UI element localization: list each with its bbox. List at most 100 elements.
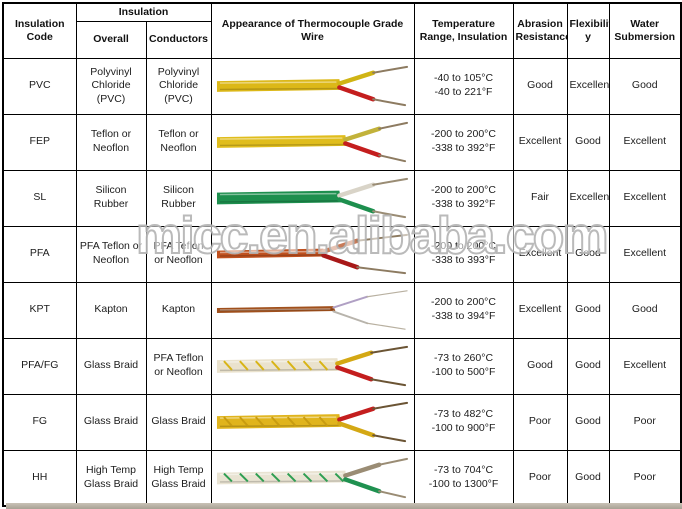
cell-abrasion: Poor xyxy=(512,393,568,451)
cell-wire-appearance xyxy=(210,113,415,171)
cell-wire-appearance xyxy=(210,225,415,283)
cell-flexibility: Good xyxy=(566,113,610,171)
col-header-insulation-code: Insulation Code xyxy=(2,2,77,59)
cell-wire-appearance xyxy=(210,57,415,115)
cell-abrasion: Excellent xyxy=(512,281,568,339)
temp-fahrenheit: -338 to 392°F xyxy=(431,198,496,210)
cell-conductors: Kapton xyxy=(145,281,212,339)
table-row: PVC Polyvinyl Chloride (PVC) Polyvinyl C… xyxy=(2,57,682,115)
cell-temperature: -73 to 482°C -100 to 900°F xyxy=(413,393,514,451)
temp-celsius: -73 to 482°C xyxy=(433,408,494,421)
cell-conductors: Glass Braid xyxy=(145,393,212,451)
thermocouple-wire-photo xyxy=(212,451,413,505)
cell-abrasion: Excellent xyxy=(512,113,568,171)
temp-celsius: -73 to 260°C xyxy=(433,352,494,365)
cell-insulation-code: FG xyxy=(2,393,77,451)
cell-conductors: Polyvinyl Chloride (PVC) xyxy=(145,57,212,115)
col-header-insulation-group: Insulation xyxy=(75,2,212,22)
cell-water: Excellent xyxy=(608,169,682,227)
cell-overall: Polyvinyl Chloride (PVC) xyxy=(75,57,147,115)
cell-wire-appearance xyxy=(210,393,415,451)
col-header-water-submersion: Water Submersion xyxy=(608,2,682,59)
cell-insulation-code: KPT xyxy=(2,281,77,339)
temp-fahrenheit: -338 to 393°F xyxy=(431,254,496,266)
cell-temperature: -73 to 260°C -100 to 500°F xyxy=(413,337,514,395)
temp-celsius: -200 to 200°C xyxy=(431,128,496,141)
cell-abrasion: Poor xyxy=(512,449,568,507)
thermocouple-wire-photo xyxy=(212,59,413,113)
flexibility-label-line1: Flexibilit xyxy=(569,17,609,30)
cell-insulation-code: PFA xyxy=(2,225,77,283)
cell-conductors: PFA Teflon or Neoflon xyxy=(145,225,212,283)
cell-water: Excellent xyxy=(608,337,682,395)
cell-flexibility: Good xyxy=(566,337,610,395)
thermocouple-wire-photo xyxy=(212,227,413,281)
temp-celsius: -200 to 200°C xyxy=(431,296,496,309)
cell-water: Excellent xyxy=(608,113,682,171)
cell-flexibility: Excellent xyxy=(566,57,610,115)
temp-celsius: -40 to 105°C xyxy=(433,72,494,85)
table-row: PFA/FG Glass Braid PFA Teflon or Neoflon… xyxy=(2,337,682,395)
col-header-flexibility: Flexibilit y xyxy=(566,2,610,59)
cell-abrasion: Fair xyxy=(512,169,568,227)
cell-abrasion: Excellent xyxy=(512,225,568,283)
cell-water: Good xyxy=(608,281,682,339)
cell-flexibility: Excellent xyxy=(566,169,610,227)
col-header-appearance: Appearance of Thermocouple Grade Wire xyxy=(210,2,415,59)
cell-conductors: High Temp Glass Braid xyxy=(145,449,212,507)
table-row: FG Glass Braid Glass Braid -73 to 482°C … xyxy=(2,393,682,451)
table-row: HH High Temp Glass Braid High Temp Glass… xyxy=(2,449,682,507)
cell-overall: High Temp Glass Braid xyxy=(75,449,147,507)
thermocouple-wire-photo xyxy=(212,339,413,393)
temp-fahrenheit: -100 to 900°F xyxy=(431,422,496,434)
cell-abrasion: Good xyxy=(512,337,568,395)
cell-insulation-code: FEP xyxy=(2,113,77,171)
cell-overall: PFA Teflon or Neoflon xyxy=(75,225,147,283)
temp-fahrenheit: -100 to 1300°F xyxy=(428,477,499,490)
cell-wire-appearance xyxy=(210,281,415,339)
cell-water: Poor xyxy=(608,393,682,451)
cell-flexibility: Good xyxy=(566,449,610,507)
col-header-overall: Overall xyxy=(75,20,147,59)
cell-temperature: -200 to 200°C -338 to 392°F xyxy=(413,169,514,227)
flexibility-label-line2: y xyxy=(585,30,591,43)
cell-temperature: -40 to 105°C -40 to 221°F xyxy=(413,57,514,115)
table-row: PFA PFA Teflon or Neoflon PFA Teflon or … xyxy=(2,225,682,283)
cell-conductors: PFA Teflon or Neoflon xyxy=(145,337,212,395)
cell-insulation-code: PVC xyxy=(2,57,77,115)
cell-temperature: -200 to 200°C -338 to 393°F xyxy=(413,225,514,283)
cell-insulation-code: SL xyxy=(2,169,77,227)
header-row-sub: Overall Conductors xyxy=(3,20,681,59)
cell-water: Excellent xyxy=(608,225,682,283)
col-header-abrasion: Abrasion Resistance xyxy=(512,2,568,59)
temp-celsius: -200 to 200°C xyxy=(431,184,496,197)
col-header-conductors: Conductors xyxy=(145,20,212,59)
cell-wire-appearance xyxy=(210,169,415,227)
cell-overall: Glass Braid xyxy=(75,393,147,451)
cell-temperature: -200 to 200°C -338 to 394°F xyxy=(413,281,514,339)
cell-overall: Silicon Rubber xyxy=(75,169,147,227)
thermocouple-wire-photo xyxy=(212,115,413,169)
temp-celsius: -200 to 200°C xyxy=(431,240,496,253)
temp-fahrenheit: -40 to 221°F xyxy=(434,86,493,98)
cell-conductors: Silicon Rubber xyxy=(145,169,212,227)
cell-wire-appearance xyxy=(210,337,415,395)
col-header-temperature: Temperature Range, Insulation xyxy=(413,2,514,59)
cell-overall: Glass Braid xyxy=(75,337,147,395)
temp-fahrenheit: -338 to 394°F xyxy=(431,310,496,322)
bottom-edge-shadow xyxy=(6,503,682,509)
cell-insulation-code: PFA/FG xyxy=(2,337,77,395)
cell-wire-appearance xyxy=(210,449,415,507)
thermocouple-wire-photo xyxy=(212,395,413,449)
temp-celsius: -73 to 704°C xyxy=(433,464,494,477)
header-row-group: Insulation Code Insulation Appearance of… xyxy=(2,2,682,59)
cell-temperature: -200 to 200°C -338 to 392°F xyxy=(413,113,514,171)
temp-fahrenheit: -100 to 500°F xyxy=(431,366,496,378)
cell-overall: Kapton xyxy=(75,281,147,339)
cell-flexibility: Good xyxy=(566,393,610,451)
cell-temperature: -73 to 704°C -100 to 1300°F xyxy=(413,449,514,507)
cell-conductors: Teflon or Neoflon xyxy=(145,113,212,171)
table-row: SL Silicon Rubber Silicon Rubber -200 to… xyxy=(2,169,682,227)
cell-water: Poor xyxy=(608,449,682,507)
